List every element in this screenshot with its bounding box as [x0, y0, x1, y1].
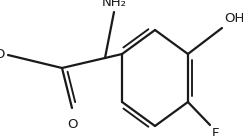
- Text: HO: HO: [0, 49, 6, 61]
- Text: O: O: [67, 118, 77, 131]
- Text: OH: OH: [224, 12, 243, 25]
- Text: F: F: [212, 127, 219, 136]
- Text: NH₂: NH₂: [102, 0, 127, 9]
